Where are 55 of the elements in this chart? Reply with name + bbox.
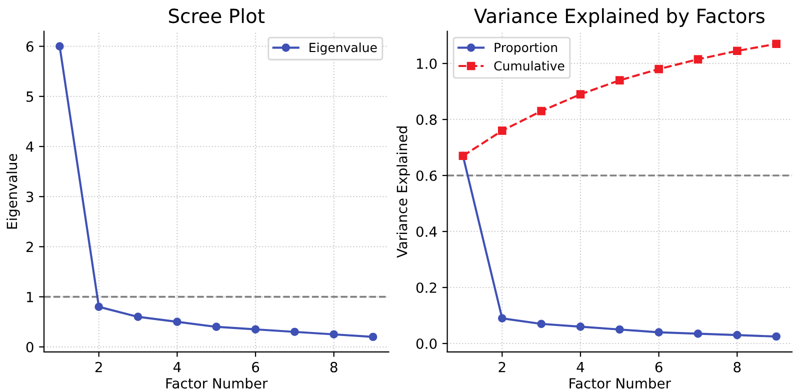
y-tick-label: 4 — [26, 142, 34, 152]
y-tick-label: 0.4 — [416, 226, 437, 237]
x-tick-label: 4 — [576, 362, 584, 372]
x-tick-label: 6 — [252, 362, 260, 372]
point — [615, 76, 624, 84]
y-axis-title: Variance Explained — [396, 126, 410, 258]
point — [537, 106, 546, 116]
point — [654, 64, 663, 74]
y-tick-label: 5 — [26, 92, 34, 102]
y-tick-label: 3 — [26, 192, 34, 202]
y-tick-label: 6 — [26, 41, 34, 52]
point — [732, 330, 742, 340]
point — [251, 325, 260, 334]
legend-label: Proportion — [494, 42, 557, 55]
point — [654, 328, 663, 336]
y-tick-label: 0 — [26, 342, 34, 352]
y-tick-label: 1.0 — [417, 58, 437, 69]
point — [694, 330, 702, 338]
point — [212, 322, 221, 332]
x-tick-label: 6 — [655, 362, 662, 372]
x-axis-title: Factor Number — [166, 378, 268, 389]
x-tick-label: 8 — [734, 362, 741, 372]
x-axis-title: Factor Number — [570, 378, 672, 389]
point — [772, 40, 780, 48]
point — [173, 318, 182, 326]
chart-title: Scree Plot — [168, 8, 265, 24]
x-tick-label: 8 — [330, 362, 338, 372]
point — [56, 42, 64, 50]
x-tick-label: 4 — [173, 362, 181, 372]
point — [290, 328, 299, 336]
y-tick-label: 0.2 — [416, 282, 436, 293]
y-tick-label: 0.0 — [416, 338, 437, 349]
point — [498, 126, 506, 135]
legend-label: Cumulative — [494, 60, 564, 71]
point — [772, 332, 780, 341]
y-tick-label: 1 — [26, 292, 33, 302]
point — [694, 55, 702, 64]
point — [732, 46, 742, 56]
chart-title: Variance Explained by Factors — [474, 8, 764, 27]
point — [134, 312, 142, 321]
legend-label: Eigenvalue — [310, 42, 377, 55]
point — [576, 90, 585, 98]
point — [537, 320, 546, 328]
x-tick-label: 2 — [498, 362, 506, 372]
point — [368, 332, 378, 342]
point — [576, 322, 585, 331]
point — [94, 302, 104, 311]
y-tick-label: 2 — [26, 242, 33, 252]
y-tick-label: 0.6 — [416, 170, 437, 181]
point — [615, 325, 624, 334]
y-axis-title: Eigenvalue — [6, 154, 20, 229]
point — [498, 314, 506, 322]
x-tick-label: 2 — [95, 362, 102, 372]
y-tick-label: 0.8 — [416, 114, 437, 125]
point — [330, 330, 338, 339]
